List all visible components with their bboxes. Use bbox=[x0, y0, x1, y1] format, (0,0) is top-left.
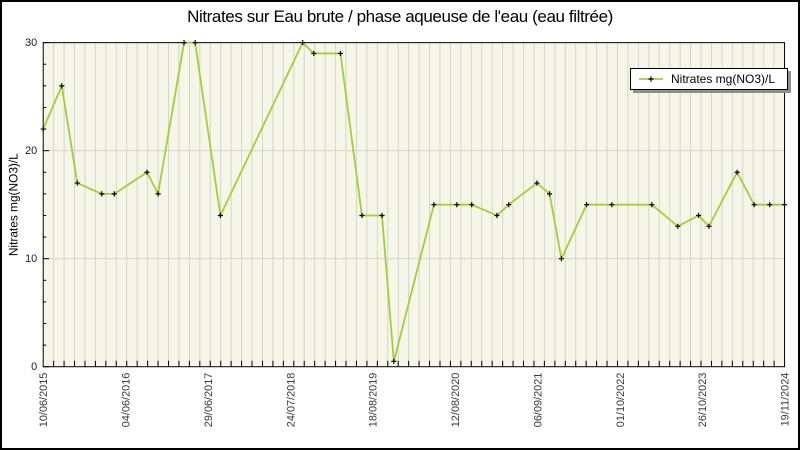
data-point-marker bbox=[311, 50, 317, 57]
data-point-marker bbox=[379, 212, 385, 219]
data-point-marker bbox=[534, 180, 540, 186]
data-point-marker bbox=[675, 223, 681, 229]
y-tick-labels: 0 10 20 30 bbox=[25, 37, 37, 373]
data-point-marker bbox=[751, 202, 757, 208]
data-point-marker bbox=[192, 40, 198, 46]
data-point-marker bbox=[359, 212, 365, 219]
nitrates-line bbox=[42, 41, 785, 363]
legend-line-marker-icon bbox=[639, 76, 663, 82]
data-point-marker bbox=[609, 202, 615, 208]
data-point-marker bbox=[734, 169, 740, 175]
data-point-marker bbox=[506, 202, 512, 208]
data-point-marker bbox=[431, 202, 437, 208]
y-tick-label: 10 bbox=[25, 253, 37, 265]
x-axis-ticks bbox=[53, 360, 775, 367]
data-point-marker bbox=[144, 169, 150, 175]
x-tick-label: 26/10/2023 bbox=[697, 373, 709, 428]
data-point-marker bbox=[558, 256, 564, 262]
data-point-marker bbox=[111, 191, 117, 197]
x-tick-label: 24/07/2018 bbox=[285, 373, 297, 428]
data-point-marker bbox=[469, 202, 475, 208]
data-point-marker bbox=[494, 212, 500, 219]
x-tick-label: 01/10/2022 bbox=[615, 373, 627, 428]
data-point-marker bbox=[706, 223, 712, 229]
data-point-marker bbox=[767, 202, 773, 208]
data-point-marker bbox=[59, 83, 65, 89]
data-point-marker bbox=[649, 202, 655, 208]
data-point-marker bbox=[695, 212, 702, 219]
y-tick-label: 20 bbox=[25, 145, 37, 157]
x-tick-label: 29/06/2017 bbox=[203, 373, 215, 428]
data-point-marker bbox=[337, 50, 344, 57]
x-tick-label: 04/06/2016 bbox=[121, 373, 133, 428]
data-point-marker bbox=[40, 126, 46, 132]
data-point-marker bbox=[584, 202, 590, 208]
data-point-marker bbox=[546, 191, 553, 197]
legend: Nitrates mg(NO3)/L bbox=[630, 68, 788, 90]
data-point-marker bbox=[155, 191, 161, 197]
data-point-marker bbox=[781, 202, 788, 208]
data-point-marker bbox=[217, 212, 223, 219]
x-tick-label: 10/06/2015 bbox=[38, 373, 50, 428]
data-point-markers bbox=[40, 40, 788, 364]
x-tick-label: 06/09/2021 bbox=[532, 373, 544, 428]
chart-title: Nitrates sur Eau brute / phase aqueuse d… bbox=[187, 7, 613, 26]
data-point-marker bbox=[300, 40, 306, 46]
legend-label: Nitrates mg(NO3)/L bbox=[671, 72, 776, 86]
x-tick-label: 19/11/2024 bbox=[780, 373, 792, 427]
data-point-marker bbox=[391, 358, 397, 364]
y-tick-label: 30 bbox=[25, 37, 37, 49]
data-point-marker bbox=[454, 202, 460, 208]
horizontal-gridlines bbox=[43, 150, 785, 260]
data-point-marker bbox=[181, 40, 187, 46]
x-tick-label: 18/08/2019 bbox=[368, 373, 380, 428]
y-tick-label: 0 bbox=[31, 361, 37, 373]
data-point-marker bbox=[74, 180, 80, 186]
x-tick-label: 12/08/2020 bbox=[450, 373, 462, 428]
y-axis-title: Nitrates mg(NO3)/L bbox=[6, 153, 20, 256]
data-point-marker bbox=[99, 191, 105, 197]
x-tick-labels: 10/06/2015 04/06/2016 29/06/2017 24/07/2018… bbox=[38, 373, 791, 428]
plot-area bbox=[43, 42, 785, 367]
